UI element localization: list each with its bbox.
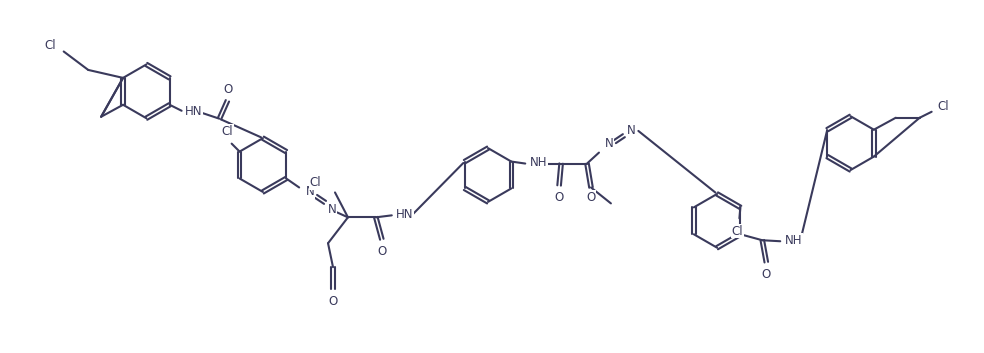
Text: N: N	[306, 185, 315, 198]
Text: Cl: Cl	[309, 176, 321, 189]
Text: Cl: Cl	[221, 125, 233, 138]
Text: O: O	[377, 245, 387, 258]
Text: HN: HN	[396, 208, 413, 221]
Text: O: O	[762, 268, 770, 281]
Text: NH: NH	[529, 156, 547, 169]
Text: N: N	[627, 124, 636, 137]
Text: HN: HN	[185, 105, 203, 118]
Text: O: O	[329, 294, 338, 307]
Text: N: N	[604, 137, 613, 150]
Text: Cl: Cl	[731, 225, 743, 238]
Text: O: O	[555, 191, 564, 204]
Text: Cl: Cl	[44, 39, 55, 52]
Text: O: O	[223, 83, 233, 96]
Text: NH: NH	[784, 234, 802, 247]
Text: O: O	[586, 191, 595, 204]
Text: Cl: Cl	[938, 100, 950, 113]
Text: N: N	[328, 203, 337, 216]
